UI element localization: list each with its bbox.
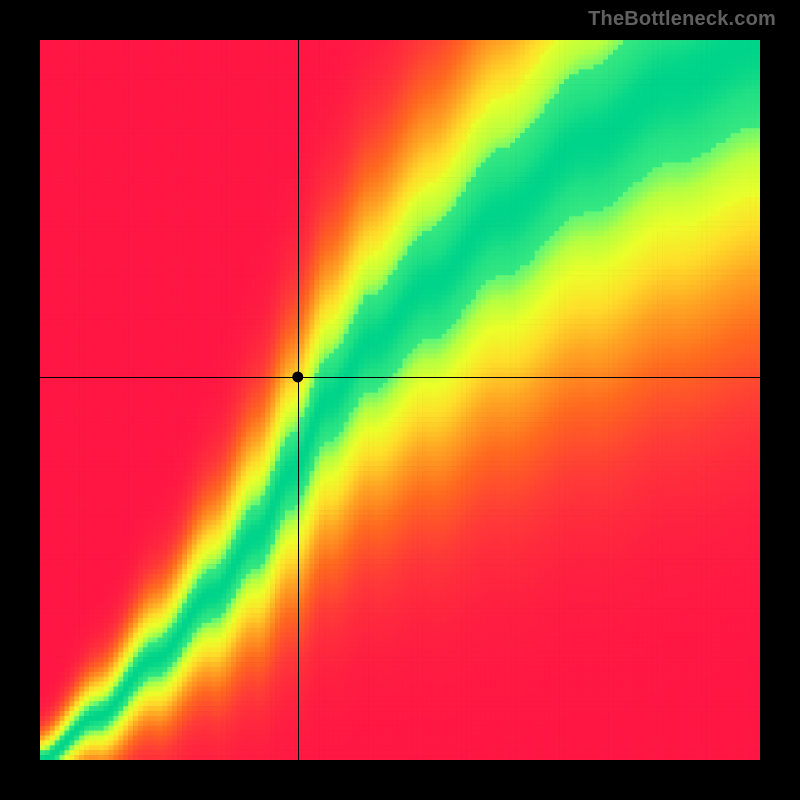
watermark-text: TheBottleneck.com bbox=[588, 8, 776, 31]
chart-container: TheBottleneck.com bbox=[0, 0, 800, 800]
heatmap-canvas bbox=[40, 40, 760, 760]
